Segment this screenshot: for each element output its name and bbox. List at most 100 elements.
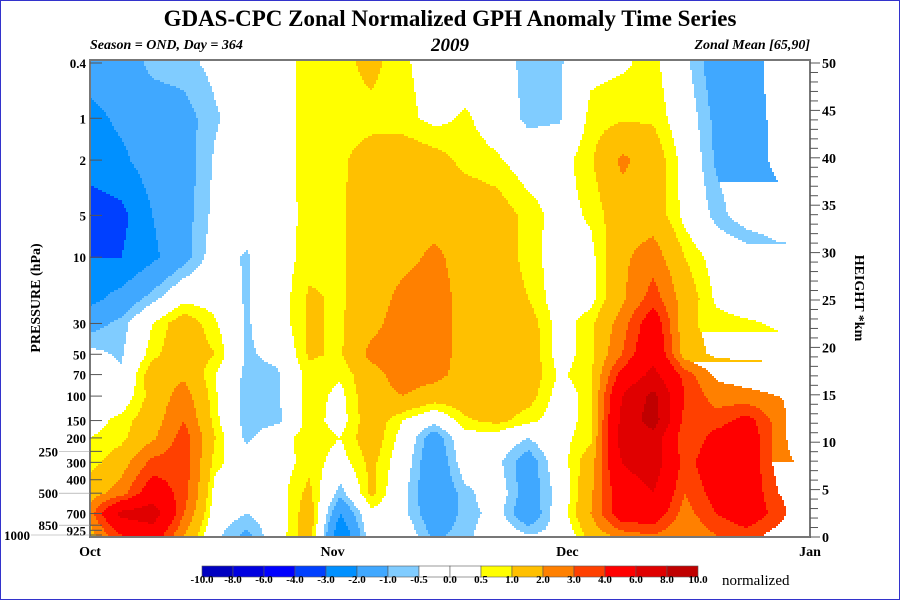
contour-cell bbox=[518, 94, 562, 96]
contour-cell bbox=[334, 530, 350, 532]
contour-cell bbox=[652, 280, 654, 282]
contour-cell bbox=[144, 378, 204, 380]
contour-cell bbox=[344, 344, 368, 346]
contour-cell bbox=[722, 426, 758, 428]
pressure-tick-label: 400 bbox=[67, 473, 87, 488]
contour-cell bbox=[606, 242, 642, 244]
contour-cell bbox=[594, 462, 602, 464]
contour-cell bbox=[408, 490, 418, 492]
contour-cell bbox=[602, 462, 608, 464]
contour-cell bbox=[190, 478, 200, 480]
contour-cell bbox=[534, 312, 550, 314]
contour-cell bbox=[346, 204, 510, 206]
contour-cell bbox=[244, 252, 248, 254]
contour-cell bbox=[602, 474, 610, 476]
contour-cell bbox=[540, 508, 550, 510]
contour-cell bbox=[592, 390, 598, 392]
contour-cell bbox=[312, 498, 320, 500]
contour-cell bbox=[298, 360, 346, 362]
contour-cell bbox=[358, 396, 536, 398]
contour-cell bbox=[158, 432, 178, 434]
contour-cell bbox=[572, 364, 592, 366]
contour-cell bbox=[682, 502, 690, 504]
contour-cell bbox=[662, 300, 678, 302]
month-tick-label: Dec bbox=[556, 545, 579, 560]
contour-cell bbox=[660, 320, 670, 322]
contour-cell bbox=[366, 356, 452, 358]
contour-cell bbox=[518, 238, 542, 240]
contour-cell bbox=[410, 518, 422, 520]
contour-cell bbox=[346, 262, 418, 264]
contour-cell bbox=[154, 522, 172, 524]
contour-cell bbox=[178, 526, 188, 528]
contour-cell bbox=[150, 458, 190, 460]
contour-cell bbox=[302, 394, 328, 396]
contour-cell bbox=[532, 454, 544, 456]
contour-cell bbox=[126, 228, 156, 230]
contour-cell bbox=[342, 384, 356, 386]
contour-cell bbox=[166, 334, 206, 336]
contour-cell bbox=[714, 154, 768, 156]
contour-cell bbox=[592, 426, 598, 428]
contour-cell bbox=[678, 300, 698, 302]
contour-cell bbox=[428, 144, 488, 146]
contour-cell bbox=[90, 136, 120, 138]
contour-cell bbox=[658, 398, 670, 400]
contour-cell bbox=[328, 526, 336, 528]
contour-cell bbox=[426, 250, 442, 252]
contour-cell bbox=[346, 300, 390, 302]
contour-cell bbox=[570, 450, 586, 452]
contour-cell bbox=[360, 142, 422, 144]
contour-cell bbox=[594, 168, 620, 170]
contour-cell bbox=[296, 240, 346, 242]
contour-cell bbox=[164, 82, 210, 84]
contour-cell bbox=[348, 456, 364, 458]
contour-cell bbox=[360, 528, 364, 530]
contour-cell bbox=[536, 520, 550, 522]
contour-cell bbox=[700, 132, 712, 134]
contour-cell bbox=[128, 214, 152, 216]
contour-cell bbox=[596, 264, 606, 266]
contour-cell bbox=[290, 482, 306, 484]
contour-cell bbox=[662, 254, 684, 256]
contour-cell bbox=[448, 458, 456, 460]
contour-cell bbox=[346, 240, 518, 242]
contour-cell bbox=[306, 316, 324, 318]
contour-cell bbox=[324, 324, 344, 326]
contour-cell bbox=[668, 316, 678, 318]
contour-cell bbox=[164, 338, 206, 340]
contour-cell bbox=[166, 330, 204, 332]
contour-cell bbox=[90, 440, 124, 442]
contour-cell bbox=[90, 332, 126, 334]
contour-cell bbox=[576, 186, 598, 188]
contour-cell bbox=[762, 482, 776, 484]
contour-cell bbox=[704, 74, 764, 76]
contour-cell bbox=[296, 174, 348, 176]
contour-cell bbox=[708, 498, 764, 500]
contour-cell bbox=[324, 344, 344, 346]
contour-cell bbox=[330, 502, 336, 504]
contour-cell bbox=[688, 500, 710, 502]
contour-cell bbox=[144, 466, 190, 468]
contour-cell bbox=[596, 444, 602, 446]
contour-cell bbox=[730, 520, 758, 522]
contour-cell bbox=[708, 94, 766, 96]
contour-cell bbox=[450, 290, 526, 292]
contour-cell bbox=[212, 456, 224, 458]
contour-cell bbox=[450, 360, 540, 362]
contour-cell bbox=[618, 372, 646, 374]
contour-cell bbox=[296, 142, 360, 144]
contour-cell bbox=[664, 334, 672, 336]
contour-cell bbox=[214, 448, 224, 450]
contour-cell bbox=[90, 172, 138, 174]
contour-cell bbox=[426, 404, 446, 406]
contour-cell bbox=[678, 302, 698, 304]
contour-cell bbox=[158, 240, 192, 242]
contour-cell bbox=[576, 504, 592, 506]
contour-cell bbox=[128, 218, 154, 220]
contour-cell bbox=[680, 430, 712, 432]
contour-cell bbox=[608, 376, 616, 378]
contour-cell bbox=[344, 356, 366, 358]
contour-cell bbox=[418, 140, 486, 142]
contour-cell bbox=[516, 528, 546, 530]
